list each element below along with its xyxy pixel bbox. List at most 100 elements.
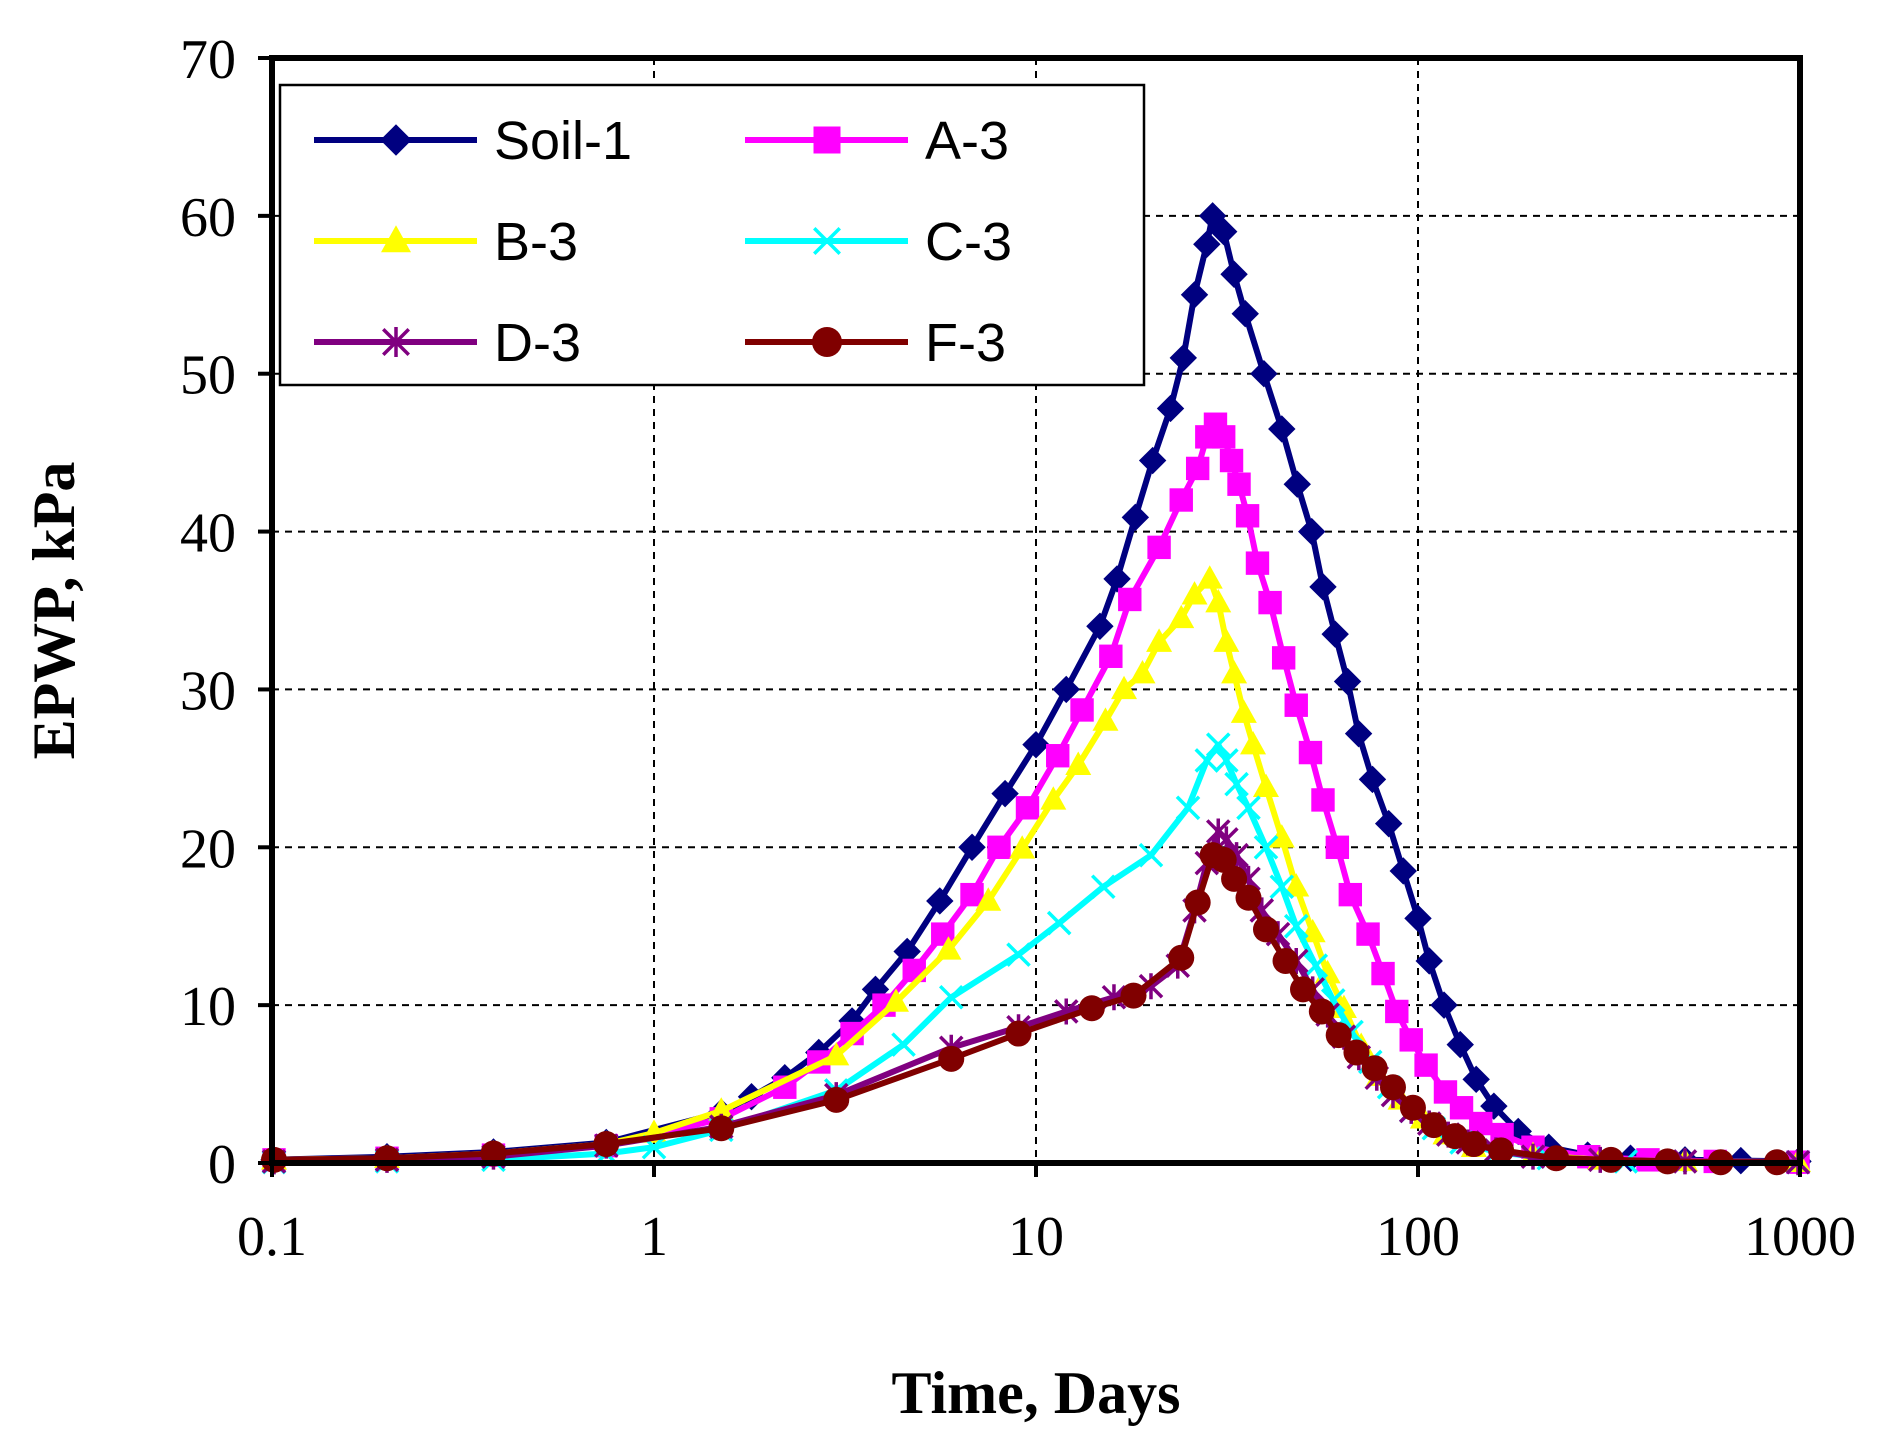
y-tick-label: 30 [180, 660, 236, 722]
data-point [938, 1045, 965, 1072]
data-point [1252, 773, 1279, 798]
data-point [1040, 786, 1067, 810]
data-point [1198, 202, 1227, 230]
data-point [1009, 835, 1036, 859]
axes: 0 10 20 30 40 50 60 70 0.1 1 10 100 1000 [180, 29, 1856, 1268]
data-point [1065, 751, 1092, 775]
y-tick-label: 70 [180, 29, 236, 91]
data-point [1235, 504, 1260, 528]
data-point [1168, 944, 1195, 971]
x-tick-label: 100 [1376, 1206, 1460, 1268]
data-point [891, 1032, 916, 1057]
data-point [1138, 446, 1167, 475]
data-point [1180, 281, 1209, 309]
data-point [1103, 565, 1131, 593]
data-point [1120, 982, 1147, 1009]
data-point [1308, 998, 1335, 1025]
data-point [1462, 1065, 1490, 1094]
data-point [1343, 1039, 1370, 1066]
data-point [813, 126, 841, 154]
data-point [1374, 809, 1403, 838]
legend-item-f-3: F-3 [745, 313, 1006, 373]
data-point [1086, 612, 1114, 640]
data-point [958, 833, 986, 861]
y-tick-label: 0 [208, 1134, 236, 1196]
data-point [1070, 698, 1094, 722]
data-point [813, 227, 841, 255]
x-tick-label: 1000 [1744, 1206, 1856, 1268]
x-axis-title: Time, Days [892, 1360, 1181, 1426]
data-point [1111, 675, 1138, 700]
data-point [935, 936, 962, 960]
data-point [1325, 835, 1350, 859]
y-axis-title: EPWP, kPa [21, 462, 87, 760]
data-point [987, 835, 1011, 859]
data-point [1404, 904, 1432, 933]
y-tick-label: 50 [180, 345, 236, 407]
data-point [1414, 1053, 1438, 1077]
data-point [1212, 425, 1236, 449]
data-point [960, 882, 984, 907]
data-point [975, 887, 1002, 911]
data-point [1245, 551, 1270, 575]
data-point [1194, 748, 1220, 773]
data-point [1268, 415, 1296, 443]
data-point [1420, 1112, 1447, 1139]
data-point [1283, 913, 1309, 939]
data-point [1205, 732, 1231, 757]
data-point [1209, 217, 1238, 246]
data-point [1210, 846, 1237, 873]
data-point [1022, 730, 1050, 759]
data-point [1221, 865, 1248, 892]
legend-label: A-3 [925, 111, 1009, 171]
data-point [1092, 707, 1119, 731]
data-point [1146, 628, 1173, 652]
data-point [1006, 942, 1031, 967]
data-point [1196, 565, 1223, 589]
data-point [1399, 1094, 1426, 1121]
legend: Soil-1 A-3 B-3 C-3 D-3 F-3 [278, 83, 1146, 387]
data-point [1399, 1028, 1423, 1052]
data-point [1253, 834, 1279, 860]
data-point [1269, 874, 1295, 900]
data-point [1175, 795, 1201, 821]
data-point [1333, 667, 1362, 696]
legend-label: Soil-1 [494, 111, 632, 171]
data-point [1046, 910, 1072, 936]
data-point [1205, 588, 1232, 613]
data-point [1138, 842, 1164, 868]
data-point [1344, 719, 1373, 748]
data-point [382, 327, 410, 357]
data-point [882, 988, 909, 1012]
data-point [1219, 448, 1244, 473]
data-point [1325, 1022, 1352, 1049]
series-line [271, 852, 1777, 1166]
data-point [1230, 699, 1257, 723]
data-point [1415, 947, 1443, 975]
data-point [1272, 947, 1299, 974]
data-point [1446, 1030, 1474, 1059]
y-tick-label: 10 [180, 976, 236, 1038]
data-point [1118, 587, 1142, 612]
data-point [1321, 620, 1349, 648]
data-point [1184, 889, 1211, 916]
data-point [823, 1042, 850, 1066]
data-point [1252, 916, 1279, 943]
data-point [1169, 344, 1198, 372]
data-point [1298, 740, 1323, 765]
data-point [1005, 1020, 1032, 1047]
data-point [1235, 884, 1262, 911]
data-point [1169, 488, 1193, 512]
data-point [823, 1086, 850, 1113]
data-point [1303, 953, 1329, 978]
data-point [1449, 1096, 1474, 1120]
data-point [1250, 360, 1278, 388]
legend-item-b-3: B-3 [314, 212, 578, 272]
data-point [1078, 995, 1105, 1022]
data-point [1015, 796, 1040, 820]
legend-item-c-3: C-3 [745, 212, 1012, 272]
data-point [1231, 300, 1259, 328]
data-point [1168, 604, 1195, 629]
y-tick-label: 20 [180, 818, 236, 880]
data-point [991, 779, 1019, 808]
